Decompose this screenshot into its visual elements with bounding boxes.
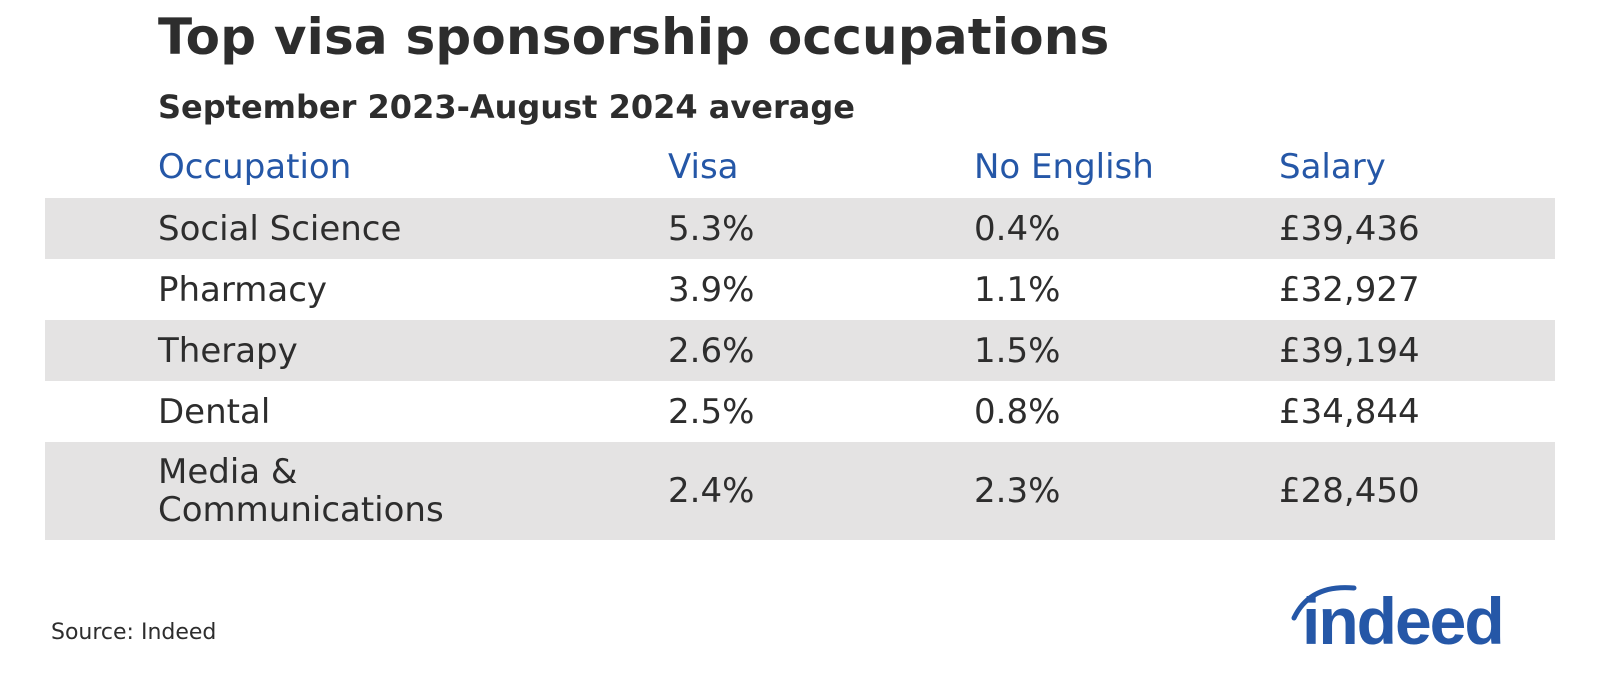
table-header-row: Occupation Visa No English Salary <box>45 140 1555 198</box>
visa-cell: 3.9% <box>668 269 755 310</box>
salary-cell: £39,194 <box>1279 330 1420 371</box>
occupation-cell: Social Science <box>158 208 402 249</box>
column-header-salary: Salary <box>1279 147 1386 187</box>
source-note: Source: Indeed <box>51 620 217 645</box>
occupation-cell: Dental <box>158 391 271 432</box>
salary-cell: £32,927 <box>1279 269 1420 310</box>
column-header-occupation: Occupation <box>158 147 352 187</box>
no-english-cell: 0.4% <box>974 208 1061 249</box>
table-row: Media & Communications 2.4% 2.3% £28,450 <box>45 442 1555 540</box>
occupation-cell: Therapy <box>158 330 298 371</box>
salary-cell: £39,436 <box>1279 208 1420 249</box>
logo-wordmark: indeed <box>1302 584 1503 656</box>
column-header-visa: Visa <box>668 147 739 187</box>
no-english-cell: 2.3% <box>974 471 1061 511</box>
logo-arc <box>1291 585 1357 621</box>
visa-cell: 2.4% <box>668 471 755 511</box>
indeed-logo: indeed <box>1291 584 1505 656</box>
occupation-cell: Pharmacy <box>158 269 328 310</box>
table-row: Social Science 5.3% 0.4% £39,436 <box>45 198 1555 259</box>
occupation-cell: Media & Communications <box>158 452 444 530</box>
column-header-no-english: No English <box>974 147 1154 187</box>
no-english-cell: 1.1% <box>974 269 1061 310</box>
chart-subtitle: September 2023-August 2024 average <box>158 88 855 126</box>
table-row: Pharmacy 3.9% 1.1% £32,927 <box>45 259 1555 320</box>
visa-cell: 5.3% <box>668 208 755 249</box>
table-row: Therapy 2.6% 1.5% £39,194 <box>45 320 1555 381</box>
occupation-table: Occupation Visa No English Salary Social… <box>45 140 1555 540</box>
salary-cell: £34,844 <box>1279 391 1420 432</box>
no-english-cell: 1.5% <box>974 330 1061 371</box>
table-row: Dental 2.5% 0.8% £34,844 <box>45 381 1555 442</box>
visa-cell: 2.5% <box>668 391 755 432</box>
visa-cell: 2.6% <box>668 330 755 371</box>
salary-cell: £28,450 <box>1279 471 1420 511</box>
chart-title: Top visa sponsorship occupations <box>158 8 1110 66</box>
no-english-cell: 0.8% <box>974 391 1061 432</box>
